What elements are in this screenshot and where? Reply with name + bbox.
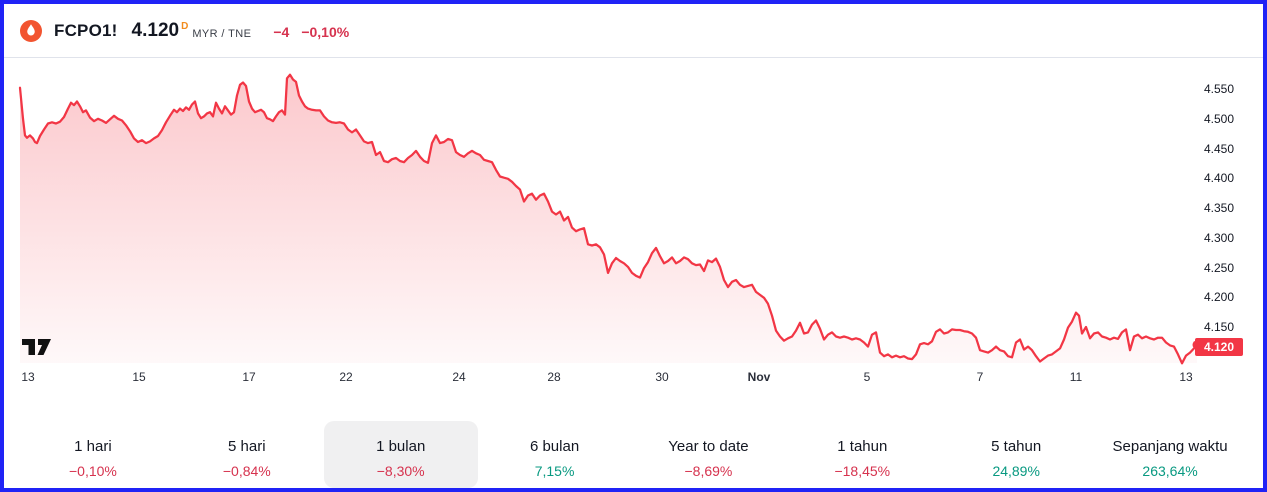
range-tab-label: Sepanjang waktu bbox=[1112, 438, 1228, 455]
price-line bbox=[18, 73, 1199, 365]
range-tab-1-hari[interactable]: 1 hari −0,10% bbox=[16, 421, 170, 488]
range-tab-change: −8,69% bbox=[684, 463, 733, 479]
range-tab-change: −18,45% bbox=[834, 463, 891, 479]
time-axis-label: 22 bbox=[339, 370, 353, 384]
range-tab-6-bulan[interactable]: 6 bulan 7,15% bbox=[478, 421, 632, 488]
price-axis-label: 4.500 bbox=[1203, 111, 1234, 126]
price-axis-label: 4.350 bbox=[1203, 201, 1234, 215]
range-tab-label: 1 bulan bbox=[376, 438, 426, 455]
time-axis-label: 13 bbox=[21, 370, 35, 384]
header-divider bbox=[4, 57, 1263, 58]
time-axis-label: 11 bbox=[1069, 370, 1083, 384]
time-axis-label: Nov bbox=[747, 370, 771, 384]
price-axis-label: 4.250 bbox=[1203, 260, 1234, 275]
time-axis-label: 15 bbox=[132, 370, 146, 384]
range-tab-label: 6 bulan bbox=[529, 438, 580, 455]
last-price-axis-badge: 4.120 bbox=[1195, 337, 1243, 356]
price-axis-label: 4.550 bbox=[1203, 82, 1234, 96]
price-area-chart[interactable] bbox=[4, 4, 1267, 492]
price-axis-label: 4.450 bbox=[1203, 141, 1234, 156]
time-axis-label: 17 bbox=[242, 370, 256, 384]
time-axis-label: 24 bbox=[452, 370, 466, 384]
time-axis-label: 7 bbox=[976, 370, 984, 384]
range-tab-sepanjang-waktu[interactable]: Sepanjang waktu 263,64% bbox=[1093, 421, 1247, 488]
range-tab-change: 263,64% bbox=[1142, 463, 1198, 479]
range-tab-label: 1 tahun bbox=[837, 438, 888, 455]
palm-oil-symbol-icon bbox=[20, 20, 42, 42]
range-tab-label: Year to date bbox=[668, 438, 749, 455]
price-axis-label: 4.150 bbox=[1203, 320, 1234, 334]
range-tab-year-to-date[interactable]: Year to date −8,69% bbox=[632, 421, 786, 488]
resolution-badge: D bbox=[181, 20, 189, 32]
currency-unit: MYR / TNE bbox=[192, 28, 252, 40]
range-tab-change: 7,15% bbox=[534, 463, 575, 479]
range-tab-change: −0,10% bbox=[69, 463, 117, 479]
change-percent: −0,10% bbox=[301, 23, 350, 40]
last-price-value: 4.120 bbox=[131, 20, 180, 41]
symbol-header: FCPO1! 4.120 D MYR / TNE −4 −0,10% bbox=[20, 14, 349, 48]
last-price: 4.120 D bbox=[132, 20, 189, 42]
price-axis-label: 4.200 bbox=[1203, 290, 1234, 305]
change-absolute: −4 bbox=[273, 23, 290, 40]
time-axis-label: 30 bbox=[655, 370, 669, 384]
range-tab-change: 24,89% bbox=[992, 463, 1040, 479]
time-axis-label: 5 bbox=[863, 370, 871, 384]
range-tab-change: −8,30% bbox=[376, 463, 425, 479]
time-axis-label: 28 bbox=[547, 370, 561, 384]
range-tab-label: 5 hari bbox=[228, 438, 266, 455]
range-tab-label: 1 hari bbox=[74, 438, 112, 455]
range-tab-1-bulan[interactable]: 1 bulan −8,30% bbox=[323, 421, 478, 488]
range-tab-5-tahun[interactable]: 5 tahun 24,89% bbox=[939, 421, 1093, 488]
price-changes: −4 −0,10% bbox=[273, 24, 349, 40]
range-tabs: 1 hari −0,10% 5 hari −0,84% 1 bulan −8,30% 6 b… bbox=[16, 421, 1247, 488]
time-axis-label: 13 bbox=[1179, 370, 1193, 384]
tradingview-logo-icon[interactable] bbox=[22, 337, 51, 357]
range-tab-change: −0,84% bbox=[222, 463, 271, 479]
symbol-name[interactable]: FCPO1! bbox=[54, 21, 118, 40]
price-axis-label: 4.400 bbox=[1203, 171, 1234, 186]
area-fill bbox=[20, 74, 1197, 364]
range-tab-label: 5 tahun bbox=[991, 438, 1042, 455]
range-tab-5-hari[interactable]: 5 hari −0,84% bbox=[170, 421, 324, 488]
range-tab-1-tahun[interactable]: 1 tahun −18,45% bbox=[785, 421, 939, 488]
price-axis-label: 4.300 bbox=[1203, 230, 1234, 245]
